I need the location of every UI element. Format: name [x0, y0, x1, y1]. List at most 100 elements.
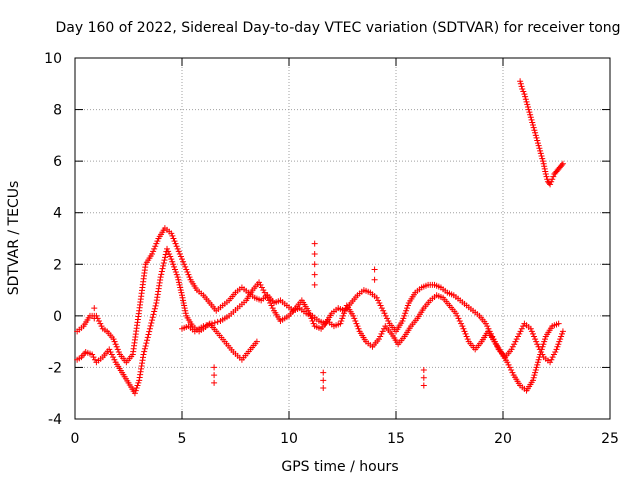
- data-point: [170, 235, 177, 242]
- data-point: [268, 302, 275, 309]
- data-point: [377, 302, 384, 309]
- data-point: [521, 91, 528, 98]
- data-point: [152, 302, 159, 309]
- data-point: [517, 80, 524, 87]
- data-point: [320, 385, 327, 392]
- data-point: [555, 341, 562, 348]
- data-point: [549, 176, 556, 183]
- data-point: [186, 274, 193, 281]
- data-point: [211, 319, 218, 326]
- data-point: [532, 336, 539, 343]
- data-point: [149, 314, 156, 321]
- data-point: [525, 106, 532, 113]
- data-point: [355, 325, 362, 332]
- data-point: [504, 359, 511, 366]
- data-point: [151, 245, 158, 252]
- data-point: [144, 337, 151, 344]
- data-point: [142, 342, 149, 349]
- data-point: [537, 150, 544, 157]
- data-point: [149, 250, 156, 257]
- data-point: [548, 178, 555, 185]
- data-point: [158, 268, 165, 275]
- data-point: [311, 261, 318, 268]
- data-point: [172, 269, 179, 276]
- data-point: [168, 256, 175, 263]
- data-point: [534, 359, 541, 366]
- axis-ticks: [74, 57, 611, 420]
- data-point: [182, 263, 189, 270]
- data-point: [537, 348, 544, 355]
- y-tick-label: -4: [48, 412, 62, 428]
- data-point: [536, 354, 543, 361]
- data-point: [256, 279, 263, 286]
- data-point: [110, 336, 117, 343]
- data-point: [541, 165, 548, 172]
- data-point: [154, 238, 161, 245]
- x-tick-label: 10: [280, 431, 298, 447]
- data-point: [461, 328, 468, 335]
- data-point: [175, 279, 182, 286]
- data-point: [508, 367, 515, 374]
- data-point: [380, 307, 387, 314]
- data-point: [214, 318, 221, 325]
- data-point: [549, 354, 556, 361]
- data-point: [351, 315, 358, 322]
- data-point: [151, 305, 158, 312]
- data-point: [508, 346, 515, 353]
- data-point: [95, 318, 102, 325]
- data-point: [528, 328, 535, 335]
- data-point: [528, 116, 535, 123]
- x-axis-label: GPS time / hours: [281, 459, 398, 475]
- chart-title: Day 160 of 2022, Sidereal Day-to-day VTE…: [55, 20, 620, 36]
- data-point: [161, 257, 168, 264]
- data-point: [463, 333, 470, 340]
- data-point: [452, 310, 459, 317]
- data-point: [539, 158, 546, 165]
- series-trace-d: [517, 78, 566, 188]
- data-point: [176, 281, 183, 288]
- data-point: [258, 284, 265, 291]
- data-point: [557, 336, 564, 343]
- data-point: [158, 271, 165, 278]
- data-point: [171, 263, 178, 270]
- data-point: [403, 307, 410, 314]
- data-point: [185, 271, 192, 278]
- data-point: [381, 310, 388, 317]
- series-trace-c: [179, 279, 562, 394]
- data-point: [166, 250, 173, 257]
- data-point: [311, 281, 318, 288]
- data-point: [402, 310, 409, 317]
- y-tick-label: 10: [44, 51, 62, 67]
- data-point: [341, 307, 348, 314]
- data-point: [532, 132, 539, 139]
- data-point: [354, 323, 361, 330]
- data-point: [208, 320, 215, 327]
- data-point: [559, 328, 566, 335]
- data-point: [379, 328, 386, 335]
- data-point: [464, 336, 471, 343]
- data-point: [97, 320, 104, 327]
- data-point: [148, 320, 155, 327]
- data-point: [114, 346, 121, 353]
- data-point: [269, 305, 276, 312]
- data-point: [91, 305, 98, 312]
- data-point: [160, 262, 167, 269]
- data-point: [527, 111, 534, 118]
- data-point: [132, 387, 139, 394]
- data-point: [147, 322, 154, 329]
- data-point: [115, 348, 122, 355]
- data-point: [178, 289, 185, 296]
- data-point: [91, 356, 98, 363]
- data-point: [175, 276, 182, 283]
- data-point: [400, 315, 407, 322]
- data-point: [536, 145, 543, 152]
- data-point: [211, 372, 218, 379]
- data-point: [180, 299, 187, 306]
- data-point: [518, 83, 525, 90]
- data-point: [541, 338, 548, 345]
- data-point: [146, 328, 153, 335]
- y-tick-label: 0: [53, 309, 62, 325]
- data-point: [420, 382, 427, 389]
- data-point: [529, 119, 536, 126]
- data-point: [263, 292, 270, 299]
